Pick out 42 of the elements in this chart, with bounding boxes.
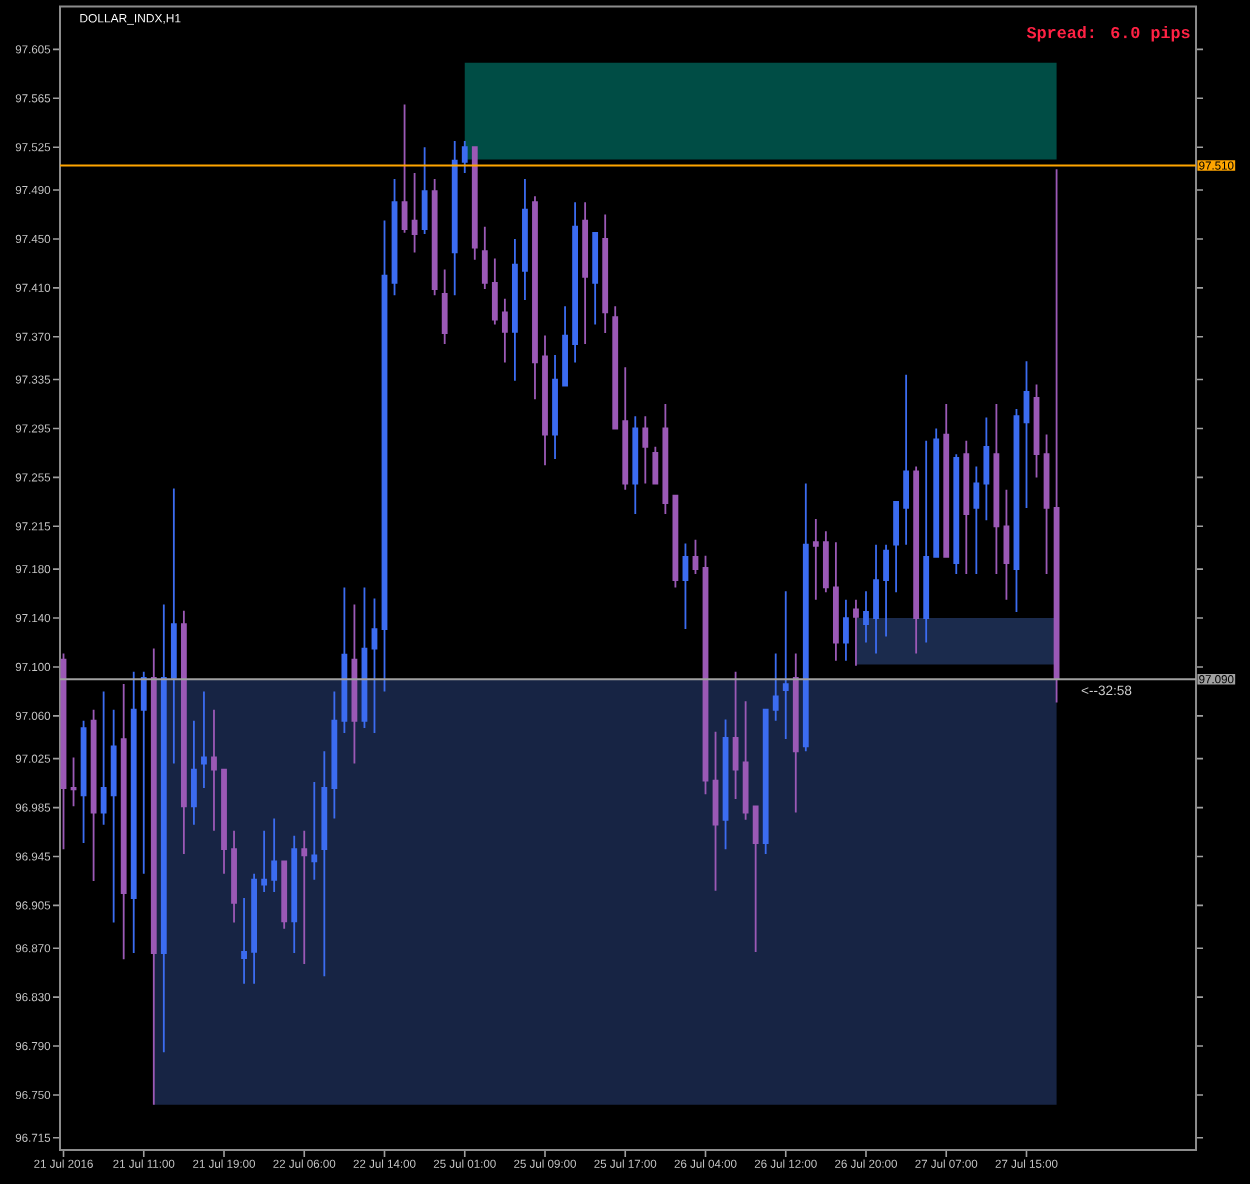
candlestick	[211, 708, 217, 832]
candlestick	[221, 768, 227, 875]
candlestick	[812, 518, 819, 601]
candlestick	[532, 195, 538, 401]
candlestick	[491, 257, 498, 326]
candlestick	[622, 366, 629, 491]
candlestick	[832, 541, 839, 662]
annotation: Spread: 6.0 pips	[1026, 25, 1190, 42]
candlestick	[963, 439, 970, 575]
candlestick	[201, 690, 207, 789]
candlestick	[180, 609, 187, 855]
candlestick	[120, 683, 127, 961]
candlestick	[822, 530, 829, 594]
candlestick	[943, 403, 950, 558]
candlestick	[501, 297, 508, 364]
candlestick	[662, 403, 669, 515]
candlestick	[301, 829, 308, 966]
candlestick	[672, 494, 679, 589]
candlestick	[913, 465, 920, 655]
candlestick	[542, 334, 548, 467]
candlestick	[281, 860, 288, 930]
candlestick	[471, 146, 478, 261]
candlestick	[241, 897, 247, 985]
candlestick	[441, 268, 448, 345]
candlestick	[231, 829, 237, 924]
candlestick	[652, 445, 659, 485]
candlestick	[752, 805, 759, 953]
candlestick	[150, 647, 157, 1106]
candlestick	[431, 178, 438, 297]
candlestick	[90, 708, 97, 882]
candlestick	[481, 225, 488, 290]
candlestick	[311, 781, 318, 881]
candlestick	[612, 305, 619, 430]
candlestick	[261, 829, 268, 893]
candlestick	[993, 403, 1000, 575]
candlestick	[742, 700, 749, 821]
candlestick	[602, 213, 609, 334]
candlestick	[853, 598, 859, 667]
candlestick	[642, 415, 649, 485]
candlestick	[582, 201, 589, 345]
candlestick	[782, 590, 789, 740]
candlestick	[792, 652, 799, 814]
